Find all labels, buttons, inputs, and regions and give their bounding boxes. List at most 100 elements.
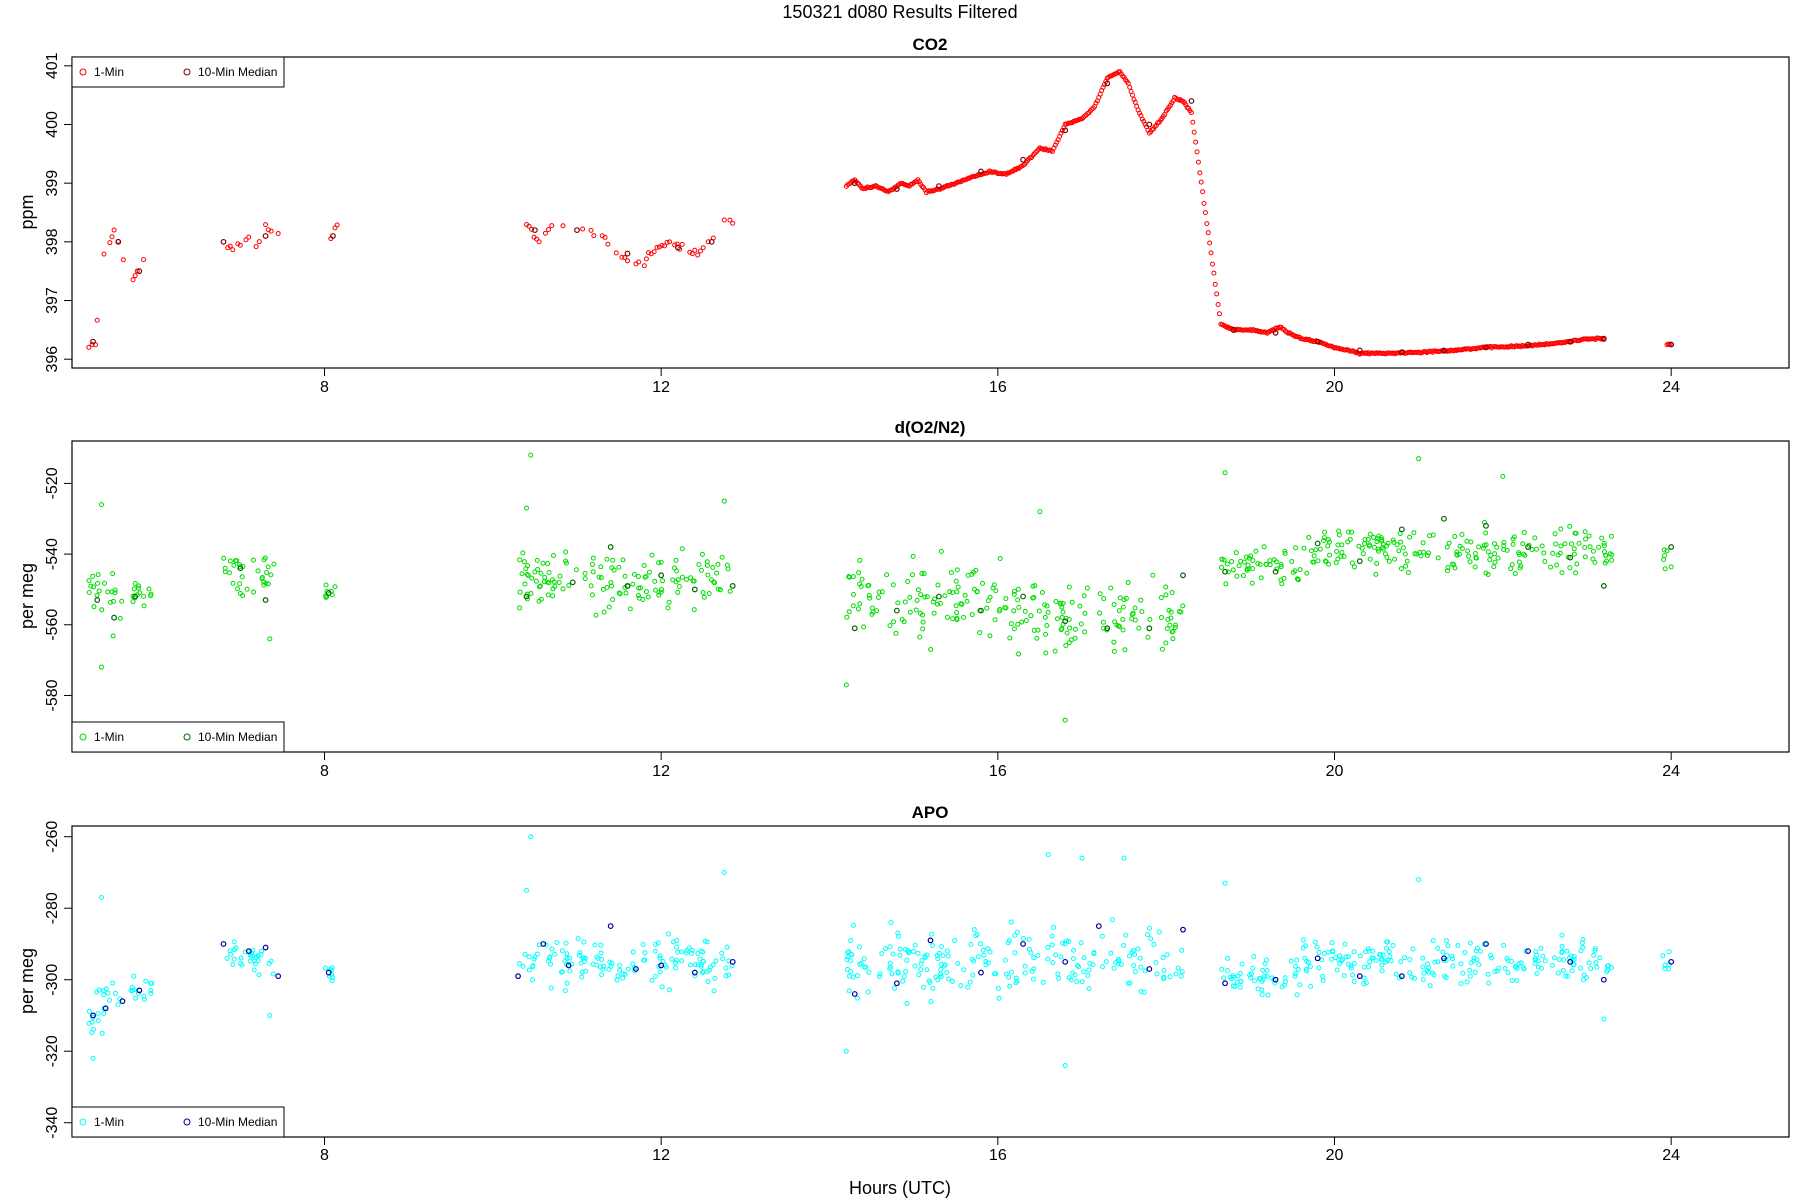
point-1min-apo: [1108, 950, 1114, 956]
point-1min-do2n2: [1240, 572, 1246, 578]
point-1min-do2n2: [1590, 556, 1596, 562]
point-1min-do2n2: [1356, 543, 1362, 549]
x-tick-label-do2n2: 8: [320, 763, 329, 780]
point-1min-do2n2: [1066, 584, 1072, 590]
point-1min-apo: [599, 972, 605, 978]
point-1min-do2n2: [1403, 563, 1409, 569]
point-1min-do2n2: [1241, 559, 1247, 565]
point-1min-do2n2: [1592, 559, 1598, 565]
point-1min-do2n2: [1476, 544, 1482, 550]
point-1min-apo: [516, 961, 522, 967]
point-1min-apo: [663, 964, 669, 970]
point-1min-do2n2: [1218, 564, 1224, 570]
point-1min-apo: [1230, 983, 1236, 989]
point-1min-apo: [720, 956, 726, 962]
point-1min-apo: [1045, 956, 1051, 962]
legend-label-1min-apo: 1-Min: [94, 1115, 124, 1129]
point-1min-apo: [266, 961, 272, 967]
point-1min-do2n2: [688, 575, 694, 581]
point-1min-apo: [1333, 955, 1339, 961]
point-1min-apo: [1409, 974, 1415, 980]
point-1min-do2n2: [1398, 566, 1404, 572]
point-1min-apo: [1247, 972, 1253, 978]
point-1min-do2n2: [711, 580, 717, 586]
point-1min-do2n2: [110, 598, 116, 604]
point-1min-apo: [1429, 970, 1435, 976]
point-1min-apo: [1153, 960, 1159, 966]
point-1min-do2n2: [131, 586, 137, 592]
point-1min-do2n2: [250, 557, 256, 563]
y-tick-label-apo: -300: [44, 964, 61, 996]
point-1min-apo: [916, 972, 922, 978]
point-1min-apo: [267, 1012, 273, 1018]
point-1min-do2n2: [1571, 546, 1577, 552]
point-1min-apo: [1288, 958, 1294, 964]
point-1min-do2n2: [1234, 573, 1240, 579]
point-1min-do2n2: [541, 579, 547, 585]
point-1min-do2n2: [859, 576, 865, 582]
point-1min-do2n2: [141, 593, 147, 599]
point-1min-apo: [625, 966, 631, 972]
point-median-apo: [220, 941, 227, 947]
point-1min-apo: [115, 1001, 121, 1007]
point-1min-do2n2: [930, 599, 936, 605]
point-1min-do2n2: [1459, 531, 1465, 537]
point-1min-apo: [1113, 959, 1119, 965]
point-1min-apo: [940, 952, 946, 958]
y-tick-label-do2n2: -580: [44, 679, 61, 711]
point-1min-apo: [684, 948, 690, 954]
point-1min-apo: [1312, 939, 1318, 945]
point-1min-do2n2: [517, 605, 523, 611]
point-1min-apo: [866, 969, 872, 975]
point-1min-apo: [1028, 950, 1034, 956]
point-1min-apo: [1379, 962, 1385, 968]
point-1min-do2n2: [636, 595, 642, 601]
point-1min-apo: [906, 949, 912, 955]
point-1min-do2n2: [1430, 532, 1436, 538]
point-1min-do2n2: [1567, 523, 1573, 529]
point-1min-apo: [1066, 975, 1072, 981]
point-1min-co2: [526, 223, 532, 229]
point-1min-apo: [105, 990, 111, 996]
point-1min-apo: [877, 973, 883, 979]
point-1min-apo: [1420, 977, 1426, 983]
point-1min-do2n2: [1122, 647, 1128, 653]
legend-label-median-co2: 10-Min Median: [198, 65, 277, 79]
point-1min-do2n2: [902, 599, 908, 605]
point-1min-apo: [1559, 932, 1565, 938]
point-1min-apo: [1179, 947, 1185, 953]
point-1min-apo: [526, 967, 532, 973]
point-median-co2: [1314, 338, 1321, 345]
point-1min-do2n2: [1491, 564, 1497, 570]
point-1min-apo: [529, 977, 535, 983]
point-median-do2n2: [1356, 558, 1363, 565]
point-1min-do2n2: [1108, 585, 1114, 591]
point-1min-apo: [1435, 945, 1441, 951]
point-1min-do2n2: [1521, 529, 1527, 535]
point-1min-do2n2: [1362, 541, 1368, 547]
point-1min-do2n2: [1022, 608, 1028, 614]
point-median-apo: [893, 980, 900, 987]
point-1min-do2n2: [869, 611, 875, 617]
point-1min-co2: [227, 243, 233, 249]
point-1min-apo: [547, 954, 553, 960]
point-1min-do2n2: [909, 572, 915, 578]
point-1min-do2n2: [1464, 538, 1470, 544]
point-1min-do2n2: [1170, 636, 1176, 642]
point-1min-do2n2: [884, 572, 890, 578]
legend-marker-1min-do2n2: [79, 733, 87, 741]
point-1min-apo: [1161, 976, 1167, 982]
point-1min-do2n2: [590, 569, 596, 575]
point-1min-do2n2: [1668, 564, 1674, 570]
point-1min-apo: [1442, 973, 1448, 979]
point-1min-do2n2: [1335, 542, 1341, 548]
point-median-apo: [515, 973, 521, 980]
point-1min-apo: [1348, 963, 1354, 969]
point-1min-co2: [1202, 210, 1208, 216]
point-1min-apo: [1605, 963, 1611, 969]
point-1min-do2n2: [649, 552, 655, 558]
point-1min-apo: [657, 953, 663, 959]
point-1min-apo: [562, 958, 568, 964]
point-1min-do2n2: [1273, 559, 1279, 565]
point-1min-do2n2: [1541, 550, 1547, 556]
